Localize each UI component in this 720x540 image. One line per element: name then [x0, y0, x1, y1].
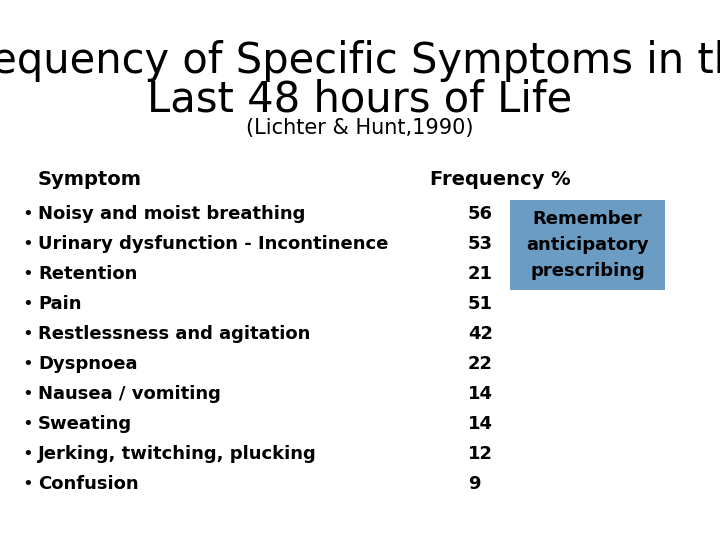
- Text: •: •: [22, 325, 32, 343]
- Text: 51: 51: [468, 295, 493, 313]
- Text: Jerking, twitching, plucking: Jerking, twitching, plucking: [38, 445, 317, 463]
- Text: Dyspnoea: Dyspnoea: [38, 355, 138, 373]
- Text: 14: 14: [468, 415, 493, 433]
- FancyBboxPatch shape: [510, 200, 665, 290]
- Text: Sweating: Sweating: [38, 415, 132, 433]
- Text: •: •: [22, 415, 32, 433]
- Text: •: •: [22, 205, 32, 223]
- Text: 53: 53: [468, 235, 493, 253]
- Text: 56: 56: [468, 205, 493, 223]
- Text: •: •: [22, 385, 32, 403]
- Text: Symptom: Symptom: [38, 170, 142, 189]
- Text: 12: 12: [468, 445, 493, 463]
- Text: (Lichter & Hunt,1990): (Lichter & Hunt,1990): [246, 118, 474, 138]
- Text: •: •: [22, 295, 32, 313]
- Text: •: •: [22, 475, 32, 493]
- Text: Nausea / vomiting: Nausea / vomiting: [38, 385, 221, 403]
- Text: 14: 14: [468, 385, 493, 403]
- Text: Last 48 hours of Life: Last 48 hours of Life: [148, 78, 572, 120]
- Text: •: •: [22, 265, 32, 283]
- Text: •: •: [22, 445, 32, 463]
- Text: Confusion: Confusion: [38, 475, 139, 493]
- Text: Frequency of Specific Symptoms in the: Frequency of Specific Symptoms in the: [0, 40, 720, 82]
- Text: Restlessness and agitation: Restlessness and agitation: [38, 325, 310, 343]
- Text: Frequency %: Frequency %: [430, 170, 571, 189]
- Text: 21: 21: [468, 265, 493, 283]
- Text: Urinary dysfunction - Incontinence: Urinary dysfunction - Incontinence: [38, 235, 388, 253]
- Text: 9: 9: [468, 475, 480, 493]
- Text: •: •: [22, 235, 32, 253]
- Text: Noisy and moist breathing: Noisy and moist breathing: [38, 205, 305, 223]
- Text: Remember
anticipatory
prescribing: Remember anticipatory prescribing: [526, 210, 649, 280]
- Text: •: •: [22, 355, 32, 373]
- Text: 22: 22: [468, 355, 493, 373]
- Text: 42: 42: [468, 325, 493, 343]
- Text: Retention: Retention: [38, 265, 138, 283]
- Text: Pain: Pain: [38, 295, 81, 313]
